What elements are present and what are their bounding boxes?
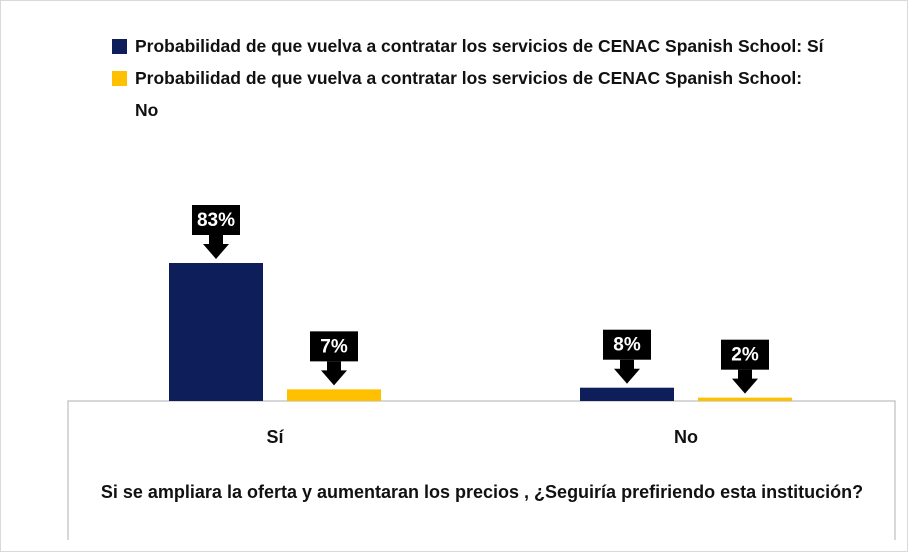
legend: Probabilidad de que vuelva a contratar l… [112,30,842,126]
data-label: 7% [320,336,348,357]
data-label-box [192,205,240,235]
legend-label: Probabilidad de que vuelva a contratar l… [135,68,803,120]
data-label: 2% [731,345,759,366]
data-label-arrow [203,235,229,259]
x-axis-title: Si se ampliara la oferta y aumentaran lo… [100,482,864,502]
legend-label: Probabilidad de que vuelva a contratar l… [135,36,824,56]
legend-item: Probabilidad de que vuelva a contratar l… [112,30,825,62]
data-label-arrow [321,361,347,386]
x-tick-label: Sí [266,427,284,447]
axis-box [67,400,896,540]
data-label: 83% [197,210,235,231]
data-label-box [603,329,651,360]
bar [169,263,263,401]
data-label: 8% [613,335,641,356]
legend-swatch [112,39,127,54]
legend-item: Probabilidad de que vuelva a contratar l… [112,62,825,126]
data-label-arrow [614,359,640,384]
data-label-box [721,339,769,370]
bar [287,389,381,401]
legend-swatch [112,71,127,86]
x-tick-label: No [674,427,698,447]
bar [698,397,792,401]
data-label-box [310,331,358,362]
data-label-arrow [732,369,758,394]
bar [580,387,674,401]
